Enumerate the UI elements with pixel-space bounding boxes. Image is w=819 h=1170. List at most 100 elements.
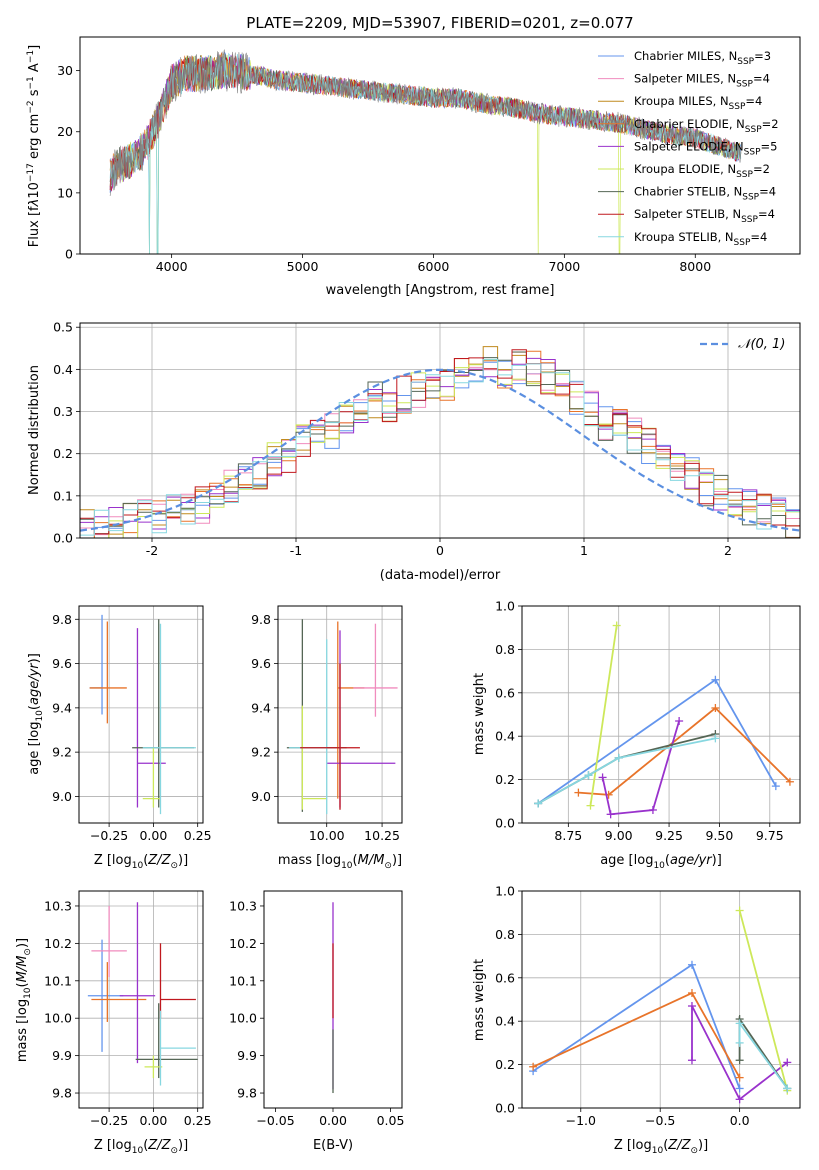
y-tick-label: 0	[65, 247, 73, 262]
y-tick-label: 30	[57, 63, 73, 78]
y-tick-label: 0.2	[495, 1057, 515, 1072]
x-tick-label: 9.25	[655, 828, 683, 843]
y-tick-label: 9.0	[251, 789, 271, 804]
plot-area-7	[529, 906, 792, 1104]
observed-spectrum	[109, 49, 742, 196]
x-axis-label-z2: Z [log10(Z/Z⊙)]	[94, 1138, 188, 1156]
legend-label: Salpeter ELODIE, NSSP=5	[634, 139, 777, 157]
y-tick-label: 9.9	[52, 1048, 72, 1063]
plot-area-2	[89, 614, 196, 815]
x-axis-label-mass: mass [log10(M/M⊙)]	[278, 853, 402, 871]
x-tick-label: 9.00	[605, 828, 633, 843]
x-tick-label: −0.25	[90, 1113, 128, 1128]
x-tick-label: −0.5	[645, 1113, 675, 1128]
axes-frame	[521, 890, 801, 1109]
y-tick-label: 0.1	[53, 488, 73, 503]
weight-line	[589, 625, 618, 806]
axes-6	[260, 890, 403, 1112]
x-axis-label: (data-model)/error	[380, 568, 501, 583]
y-tick-label: 10.3	[229, 898, 257, 913]
y-tick-label: 0.0	[495, 816, 515, 831]
x-tick-label: 5000	[287, 259, 319, 274]
x-tick-label: 9.50	[705, 828, 733, 843]
axes-frame	[277, 605, 403, 824]
x-tick-label: 9.75	[756, 828, 784, 843]
y-tick-label: 9.6	[251, 656, 271, 671]
y-tick-label: 10.2	[229, 936, 257, 951]
x-tick-label: 4000	[156, 259, 188, 274]
weight-line	[738, 1020, 789, 1090]
x-tick-label: -2	[146, 543, 158, 558]
x-tick-label: 10.00	[309, 828, 345, 843]
y-tick-label: 0.8	[495, 642, 515, 657]
weight-line	[537, 737, 716, 805]
axes-frame	[521, 605, 801, 824]
x-tick-label: 0.00	[139, 1113, 167, 1128]
x-tick-label: −1.0	[566, 1113, 596, 1128]
plot-area-5	[87, 902, 198, 1086]
axes-4	[518, 605, 801, 827]
x-axis-label-ebv: E(B-V)	[313, 1138, 353, 1153]
weight-line	[578, 706, 791, 796]
y-tick-label: 9.8	[251, 612, 271, 627]
legend-label: Salpeter MILES, NSSP=4	[634, 72, 770, 90]
x-tick-label: 0.00	[319, 1113, 347, 1128]
y-tick-label: 0.0	[495, 1101, 515, 1116]
y-tick-label: 0.2	[53, 446, 73, 461]
x-tick-label: 0.0	[730, 1113, 750, 1128]
plot-area-0	[109, 49, 742, 254]
legend-label: Kroupa ELODIE, NSSP=2	[634, 162, 770, 180]
x-tick-label: 0.05	[377, 1113, 405, 1128]
y-tick-label: 0.2	[495, 772, 515, 787]
x-tick-label: −0.05	[256, 1113, 294, 1128]
legend-label: Chabrier ELODIE, NSSP=2	[634, 117, 779, 135]
y-axis-label-age: age [log10(age/yr)]	[27, 653, 45, 775]
y-tick-label: 9.6	[52, 656, 72, 671]
y-tick-label: 9.0	[52, 789, 72, 804]
y-tick-label: 10.3	[44, 898, 72, 913]
x-tick-label: 10.25	[364, 828, 400, 843]
y-tick-label: 10.0	[44, 1011, 72, 1026]
y-tick-label: 9.2	[52, 745, 72, 760]
y-tick-label: 20	[57, 124, 73, 139]
y-tick-label: 0.5	[53, 320, 73, 335]
axes-frame	[79, 322, 801, 539]
plot-area-3	[286, 619, 398, 815]
y-tick-label: 10.2	[44, 936, 72, 951]
axes-5	[75, 890, 204, 1112]
axes-7	[518, 890, 801, 1112]
x-tick-label: 8000	[679, 259, 711, 274]
legend-label: Chabrier MILES, NSSP=3	[634, 49, 771, 67]
y-tick-label: 9.2	[251, 745, 271, 760]
x-tick-label: 1	[580, 543, 588, 558]
y-tick-label: 0.8	[495, 927, 515, 942]
x-tick-label: -1	[290, 543, 302, 558]
axes-0	[76, 36, 801, 258]
y-tick-label: 1.0	[495, 599, 515, 614]
weight-line	[537, 678, 777, 805]
weight-line	[738, 910, 789, 1091]
y-tick-label: 0.6	[495, 685, 515, 700]
x-tick-label: 2	[724, 543, 732, 558]
axes-frame	[263, 890, 403, 1109]
x-tick-label: 8.75	[554, 828, 582, 843]
y-tick-label: 9.4	[52, 700, 72, 715]
x-tick-label: 0	[436, 543, 444, 558]
legend-label: Salpeter STELIB, NSSP=4	[634, 207, 775, 225]
legend-label: Chabrier STELIB, NSSP=4	[634, 185, 776, 203]
spectrum-line	[109, 52, 742, 254]
axes-2	[75, 605, 204, 827]
y-tick-label: 9.8	[237, 1086, 257, 1101]
legend-label: Kroupa STELIB, NSSP=4	[634, 230, 767, 248]
legend-label: Kroupa MILES, NSSP=4	[634, 94, 762, 112]
plot-area-4	[534, 621, 794, 819]
y-axis-label-mass: mass [log10(M/M⊙)]	[15, 938, 33, 1062]
plot-area-1	[80, 346, 800, 538]
axes-1	[76, 322, 801, 542]
y-axis-label: Flux [fλ10−17 erg cm−2 s−1 A−1]	[26, 45, 42, 247]
x-axis-label-z: Z [log10(Z/Z⊙)]	[94, 853, 188, 871]
x-tick-label: 7000	[548, 259, 580, 274]
y-tick-label: 0.6	[495, 970, 515, 985]
histogram-step	[80, 358, 800, 536]
